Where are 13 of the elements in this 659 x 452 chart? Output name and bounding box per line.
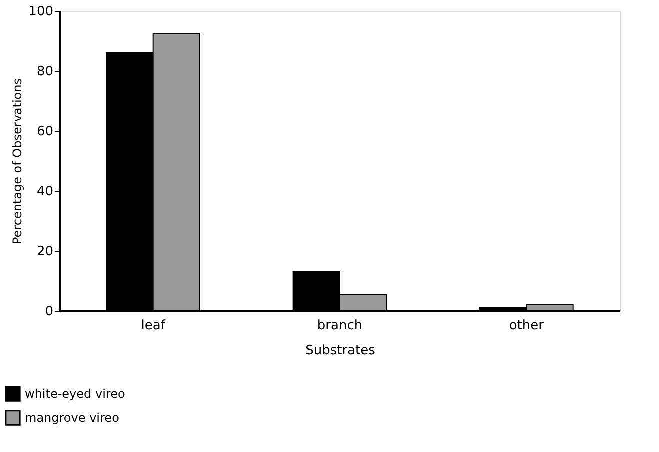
x-tick-label: other xyxy=(509,318,545,334)
legend-label: mangrove vireo xyxy=(25,411,120,425)
legend-label: white-eyed vireo xyxy=(25,387,126,401)
x-axis-title: Substrates xyxy=(306,344,376,358)
y-tick-label: 60 xyxy=(36,124,54,140)
y-tick-label: 100 xyxy=(28,4,54,20)
y-tick-label: 0 xyxy=(45,304,54,320)
x-tick-label: branch xyxy=(317,318,363,334)
y-axis-title: Percentage of Observations xyxy=(10,78,25,245)
x-tick-label: leaf xyxy=(141,318,166,334)
y-tick-label: 20 xyxy=(36,244,54,260)
y-tick-label: 80 xyxy=(36,64,54,80)
y-tick-label: 40 xyxy=(36,184,54,200)
